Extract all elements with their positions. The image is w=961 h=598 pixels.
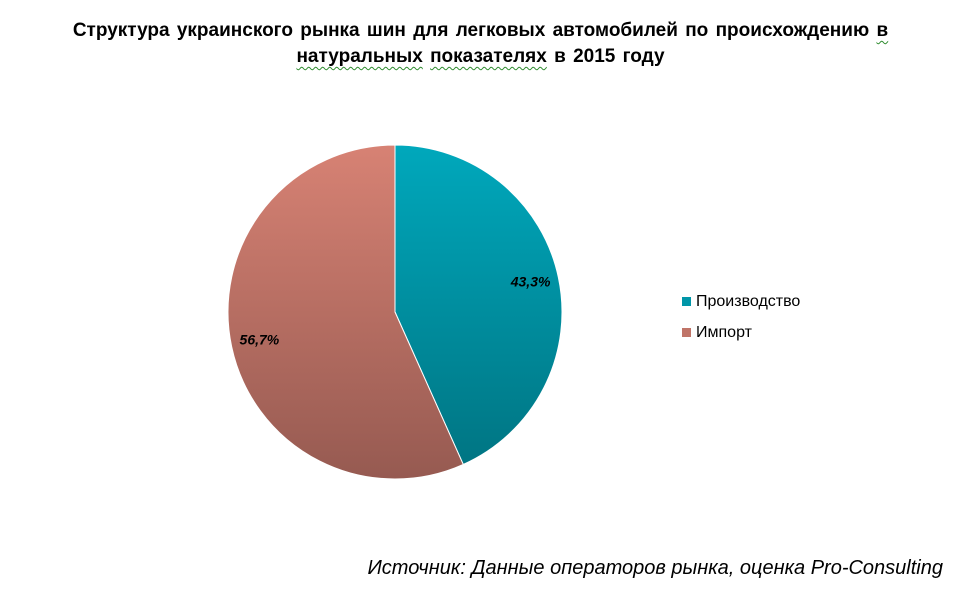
legend-label: Производство bbox=[696, 292, 801, 310]
source-note: Источник: Данные операторов рынка, оценк… bbox=[367, 557, 943, 579]
title-word: для bbox=[413, 20, 449, 41]
title-word: году bbox=[622, 46, 665, 67]
pie-data-labels: 43,3% 56,7% bbox=[240, 274, 551, 348]
title-word: легковых bbox=[455, 20, 546, 41]
chart-legend: Производство Импорт bbox=[682, 286, 800, 348]
title-word: Структура bbox=[72, 20, 170, 41]
chart-title: Структура украинского рынка шин для легк… bbox=[0, 18, 961, 70]
legend-swatch bbox=[682, 297, 691, 306]
title-word: в bbox=[554, 46, 566, 67]
chart-title-line-1: Структура украинского рынка шин для легк… bbox=[0, 18, 961, 44]
title-word: показателях bbox=[430, 46, 547, 67]
legend-item-import: Импорт bbox=[682, 317, 800, 348]
title-word: по bbox=[685, 20, 709, 41]
pie-slice-import bbox=[227, 144, 464, 480]
pie-slices bbox=[227, 144, 563, 480]
title-word: шин bbox=[366, 20, 406, 41]
legend-label: Импорт bbox=[696, 323, 752, 341]
title-word: украинского bbox=[176, 20, 293, 41]
title-word: натуральных bbox=[296, 46, 423, 67]
chart-title-line-2: натуральных показателях в 2015 году bbox=[0, 44, 961, 70]
data-label-production: 43,3% bbox=[510, 274, 551, 290]
title-word: рынка bbox=[300, 20, 360, 41]
title-word: в bbox=[876, 20, 889, 41]
legend-item-production: Производство bbox=[682, 286, 800, 317]
pie-slice-production bbox=[394, 144, 563, 466]
data-label-import: 56,7% bbox=[240, 332, 280, 348]
title-word: автомобилей bbox=[552, 20, 678, 41]
legend-swatch bbox=[682, 328, 691, 337]
title-word: 2015 bbox=[573, 46, 616, 67]
title-word: происхождению bbox=[715, 20, 870, 41]
